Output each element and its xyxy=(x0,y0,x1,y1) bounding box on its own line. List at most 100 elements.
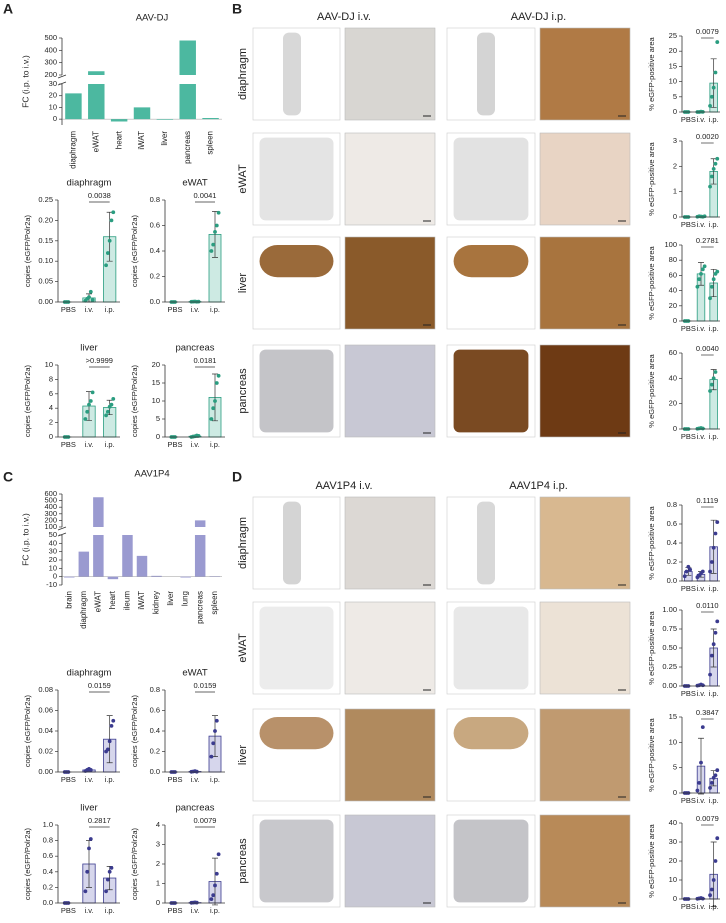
x-tick-label: iWAT xyxy=(137,131,146,150)
y-axis-label: % eGFP-positive area xyxy=(647,141,656,215)
data-point xyxy=(711,376,716,381)
data-point xyxy=(107,238,112,243)
data-point xyxy=(88,399,93,403)
x-tick-label: PBS xyxy=(167,305,182,314)
data-point xyxy=(105,747,110,752)
column-header: AAV-DJ i.p. xyxy=(511,11,566,23)
data-point xyxy=(109,723,114,728)
y-tick-label: 0.05 xyxy=(38,277,53,286)
y-tick-label: 60 xyxy=(669,348,677,357)
data-point xyxy=(708,672,712,677)
data-point xyxy=(214,223,219,228)
bar xyxy=(151,575,162,577)
tissue xyxy=(259,819,334,903)
x-tick-label: i.v. xyxy=(84,305,93,314)
data-point xyxy=(105,409,110,414)
data-point xyxy=(713,859,718,863)
tissue xyxy=(477,501,495,585)
data-point xyxy=(211,893,216,898)
y-axis-label: FC (i.p. to i.v.) xyxy=(20,55,30,108)
data-point xyxy=(711,166,716,171)
tissue xyxy=(283,501,301,585)
data-point xyxy=(699,271,703,276)
y-tick-label: 3 xyxy=(673,136,677,145)
y-tick-label: 0.4 xyxy=(43,867,53,876)
x-tick-label: i.p. xyxy=(210,775,220,784)
x-tick-label: diaphragm xyxy=(79,591,88,629)
x-tick-label: i.v. xyxy=(190,305,199,314)
y-tick-label: 0.50 xyxy=(662,643,677,652)
error-bar xyxy=(710,841,717,907)
x-tick-label: pancreas xyxy=(183,131,192,164)
data-point xyxy=(709,780,714,785)
y-tick-label: 0.25 xyxy=(662,662,677,671)
x-tick-label: i.v. xyxy=(84,440,93,449)
y-tick-label: 0.8 xyxy=(43,836,53,845)
y-tick-label: 0.0 xyxy=(150,297,160,306)
error-bar xyxy=(212,373,218,422)
x-tick-label: i.v. xyxy=(696,902,705,911)
bar xyxy=(122,535,133,577)
y-tick-label: 10 xyxy=(152,396,160,405)
error-bar xyxy=(212,857,218,906)
data-point xyxy=(211,741,216,746)
data-point xyxy=(214,871,219,876)
x-tick-label: PBS xyxy=(681,584,696,593)
x-tick-label: i.v. xyxy=(190,775,199,784)
row-label: pancreas xyxy=(237,368,249,414)
y-tick-label: 40 xyxy=(669,373,677,382)
x-tick-label: pancreas xyxy=(195,591,204,624)
p-value: 0.0079 xyxy=(696,27,719,36)
y-tick-label: 20 xyxy=(49,555,57,564)
y-tick-label: 0 xyxy=(673,788,677,797)
data-point xyxy=(88,837,93,841)
y-axis-label: % eGFP-positive area xyxy=(647,505,656,579)
axis-break xyxy=(57,526,67,537)
data-point xyxy=(715,40,720,44)
p-value: 0.0040 xyxy=(696,344,719,353)
y-tick-label: 10 xyxy=(669,77,677,86)
data-point xyxy=(213,729,217,733)
x-tick-label: PBS xyxy=(61,305,76,314)
data-point xyxy=(699,760,703,765)
p-value: 0.0041 xyxy=(194,191,217,200)
x-tick-label: i.p. xyxy=(210,305,220,314)
x-tick-label: i.p. xyxy=(709,432,719,441)
row-label: liver xyxy=(237,273,249,294)
data-point xyxy=(87,295,91,300)
x-tick-label: i.p. xyxy=(709,115,719,124)
y-tick-label: 0 xyxy=(53,572,57,581)
y-tick-label: 300 xyxy=(44,58,57,67)
y-tick-label: 30 xyxy=(49,79,57,88)
zoom-image xyxy=(344,496,436,590)
y-tick-label: 0 xyxy=(156,898,160,907)
y-tick-label: 10 xyxy=(49,563,57,572)
bar xyxy=(136,555,148,577)
p-value: 0.1119 xyxy=(696,496,718,505)
data-point xyxy=(695,284,700,289)
y-tick-label: 20 xyxy=(152,360,160,369)
tissue xyxy=(453,717,529,750)
y-tick-label: 0 xyxy=(673,894,677,903)
p-value: 0.2817 xyxy=(88,816,111,825)
x-tick-label: eWAT xyxy=(93,591,102,612)
y-tick-label: 0.75 xyxy=(662,624,677,633)
y-tick-label: 2 xyxy=(49,418,53,427)
y-tick-label: 5 xyxy=(673,92,677,101)
y-tick-label: 0.2 xyxy=(43,882,53,891)
data-point xyxy=(109,866,114,870)
y-tick-label: 20 xyxy=(669,856,677,865)
bar xyxy=(179,40,196,120)
x-tick-label: i.v. xyxy=(696,220,705,229)
y-tick-label: 20 xyxy=(49,91,57,100)
data-point xyxy=(715,836,720,841)
panel-letter: D xyxy=(232,469,242,485)
row-label: eWAT xyxy=(237,633,249,663)
y-axis-label: % eGFP-positive area xyxy=(647,36,656,110)
y-tick-label: 2 xyxy=(673,161,677,170)
chart-title: diaphragm xyxy=(67,178,112,189)
data-point xyxy=(109,402,114,407)
tissue xyxy=(453,349,529,433)
data-point xyxy=(708,893,712,898)
